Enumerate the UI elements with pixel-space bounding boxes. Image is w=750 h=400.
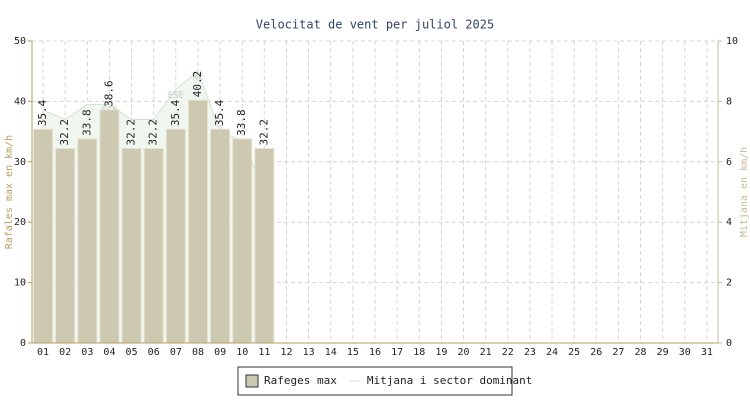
y-tick-label: 30 [14,157,26,168]
value-label: 32.2 [257,119,270,146]
value-label: 32.2 [125,119,138,146]
x-tick-label: 17 [391,347,403,358]
bar [33,128,54,344]
value-label: 35.4 [213,99,226,126]
y2-tick-label: 2 [726,278,732,289]
y2-tick-label: 0 [726,338,732,349]
x-tick-label: 07 [170,347,182,358]
x-tick-label: 20 [457,347,469,358]
x-tick-label: 26 [590,347,602,358]
sector-label: ESE [168,91,184,101]
bar [187,99,209,344]
value-label: 40.2 [191,71,204,98]
x-tick-label: 23 [524,347,536,358]
y2-tick-label: 6 [726,157,732,168]
value-label: 33.8 [235,109,248,136]
x-tick-label: 25 [568,347,580,358]
y2-tick-label: 8 [726,96,732,107]
chart-title: Velocitat de vent per juliol 2025 [256,18,494,32]
bar [77,138,98,344]
y-tick-label: 50 [14,36,26,47]
x-tick-label: 06 [148,347,160,358]
x-tick-label: 24 [546,347,558,358]
x-tick-label: 16 [369,347,381,358]
value-label: 38.6 [102,80,115,107]
bar [55,148,76,344]
x-tick-label: 29 [657,347,669,358]
x-tick-label: 12 [280,347,292,358]
x-tick-label: 14 [325,347,337,358]
x-tick-label: 15 [347,347,359,358]
value-label: 35.4 [36,99,49,126]
sector-label: NE [193,73,204,83]
value-label: 33.8 [80,109,93,136]
x-tick-label: 27 [612,347,624,358]
bar [254,148,275,344]
x-tick-label: 11 [258,347,270,358]
x-tick-label: 13 [303,347,315,358]
x-tick-label: 09 [214,347,226,358]
bar [99,109,120,344]
legend-label: Mitjana i sector dominant [367,374,533,387]
x-tick-label: 01 [37,347,49,358]
value-label: 32.2 [147,119,160,146]
y-axis-title: Rafales max en km/h [4,135,15,249]
bar [210,128,231,344]
x-tick-label: 22 [502,347,514,358]
x-tick-label: 19 [435,347,447,358]
x-tick-label: 04 [103,347,115,358]
x-tick-label: 21 [480,347,492,358]
bar [232,138,253,344]
bar [121,148,142,344]
legend-label: Rafeges max [264,374,337,387]
bar [165,128,186,344]
y-tick-label: 40 [14,96,26,107]
x-tick-label: 10 [236,347,248,358]
legend-swatch [245,374,259,388]
y2-axis-title: Mitjana en km/h [739,147,750,237]
value-label: 32.2 [58,119,71,146]
x-tick-label: 30 [679,347,691,358]
y2-tick-label: 4 [726,217,732,228]
y2-tick-label: 10 [726,36,738,47]
x-tick-label: 28 [635,347,647,358]
bar [143,148,164,344]
y-tick-label: 0 [20,338,26,349]
x-tick-label: 05 [126,347,138,358]
x-tick-label: 08 [192,347,204,358]
value-label: 35.4 [169,99,182,126]
x-tick-label: 31 [701,347,713,358]
x-tick-label: 18 [413,347,425,358]
x-tick-label: 02 [59,347,71,358]
x-tick-label: 03 [81,347,93,358]
y-tick-label: 10 [14,278,26,289]
legend-box [237,366,513,396]
y-tick-label: 20 [14,217,26,228]
